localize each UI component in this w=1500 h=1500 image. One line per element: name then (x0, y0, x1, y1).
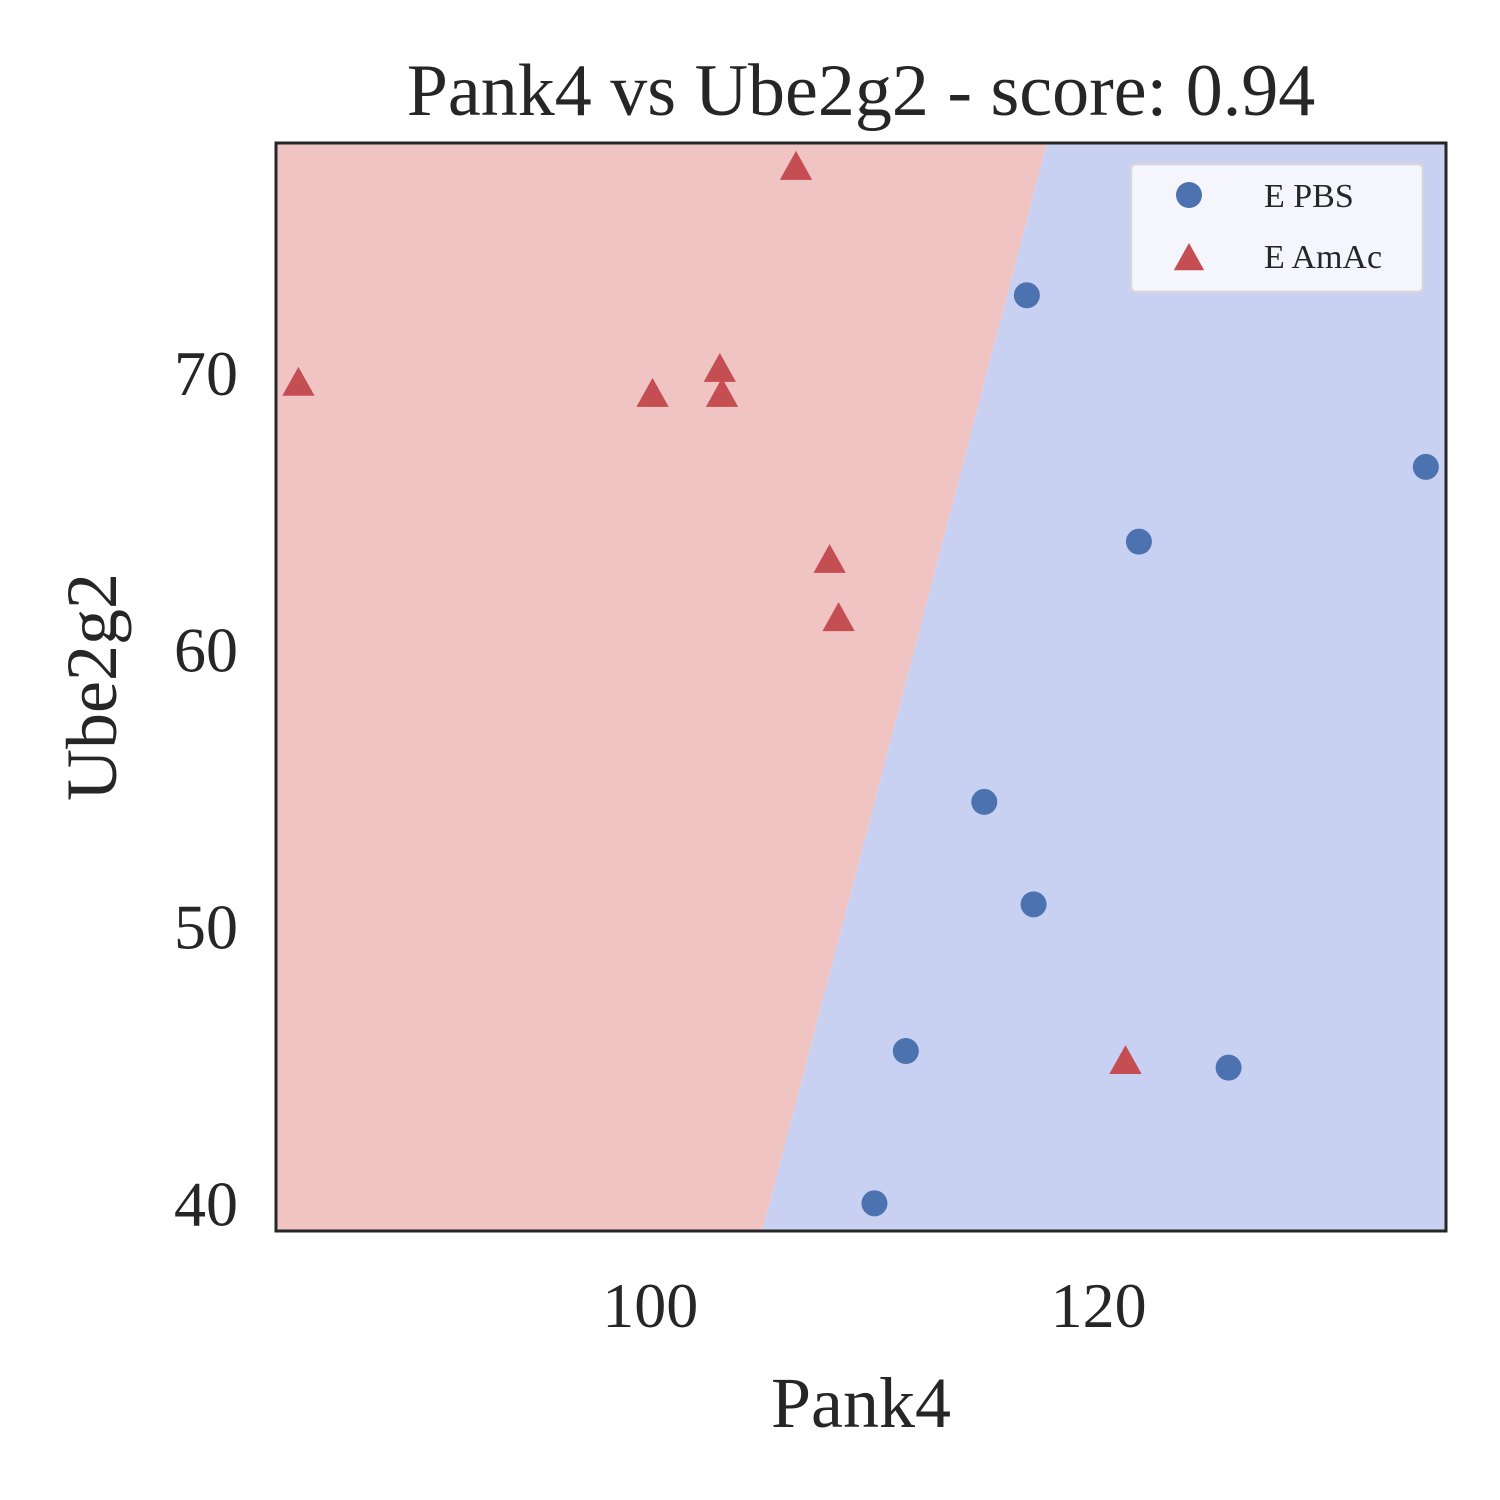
x-tick-label-100: 100 (602, 1270, 698, 1341)
region-e-amac (276, 143, 1048, 1231)
point-e-pbs-7 (1215, 1054, 1242, 1081)
y-axis-ticks: 40 50 60 70 (174, 338, 238, 1240)
y-axis-label: Ube2g2 (52, 573, 132, 801)
point-e-amac-8 (1109, 1045, 1142, 1075)
chart-title: Pank4 vs Ube2g2 - score: 0.94 (407, 50, 1315, 132)
x-tick-label-120: 120 (1051, 1270, 1147, 1341)
y-tick-label-70: 70 (174, 338, 238, 409)
point-e-amac-4 (636, 377, 669, 407)
legend-e-amac-marker (1173, 243, 1205, 271)
point-e-pbs-2 (1412, 453, 1439, 480)
region-e-pbs (762, 143, 1446, 1231)
legend: E PBS E AmAc (1129, 162, 1425, 294)
point-e-pbs-8 (861, 1190, 888, 1217)
point-e-pbs-3 (1125, 528, 1152, 555)
legend-e-pbs-label: E PBS (1264, 178, 1354, 215)
y-tick-label-40: 40 (174, 1168, 238, 1239)
x-axis-label: Pank4 (771, 1363, 951, 1443)
point-e-pbs-5 (1020, 891, 1047, 918)
legend-box (1129, 162, 1425, 294)
data-points (282, 150, 1439, 1217)
plot-frame (274, 141, 1448, 1233)
legend-e-pbs-marker (1176, 182, 1202, 208)
point-e-amac-1 (779, 150, 813, 180)
x-axis-ticks: 100 120 (602, 1270, 1146, 1341)
point-e-pbs-4 (971, 788, 998, 815)
point-e-amac-5 (705, 377, 739, 407)
point-e-amac-2 (282, 366, 315, 396)
y-tick-label-60: 60 (174, 615, 238, 686)
legend-e-amac-label: E AmAc (1264, 239, 1382, 276)
point-e-pbs-1 (1013, 282, 1040, 309)
y-tick-label-50: 50 (174, 891, 238, 962)
point-e-amac-6 (813, 544, 846, 573)
point-e-pbs-6 (892, 1038, 919, 1065)
point-e-amac-3 (703, 353, 736, 382)
point-e-amac-7 (822, 602, 855, 632)
